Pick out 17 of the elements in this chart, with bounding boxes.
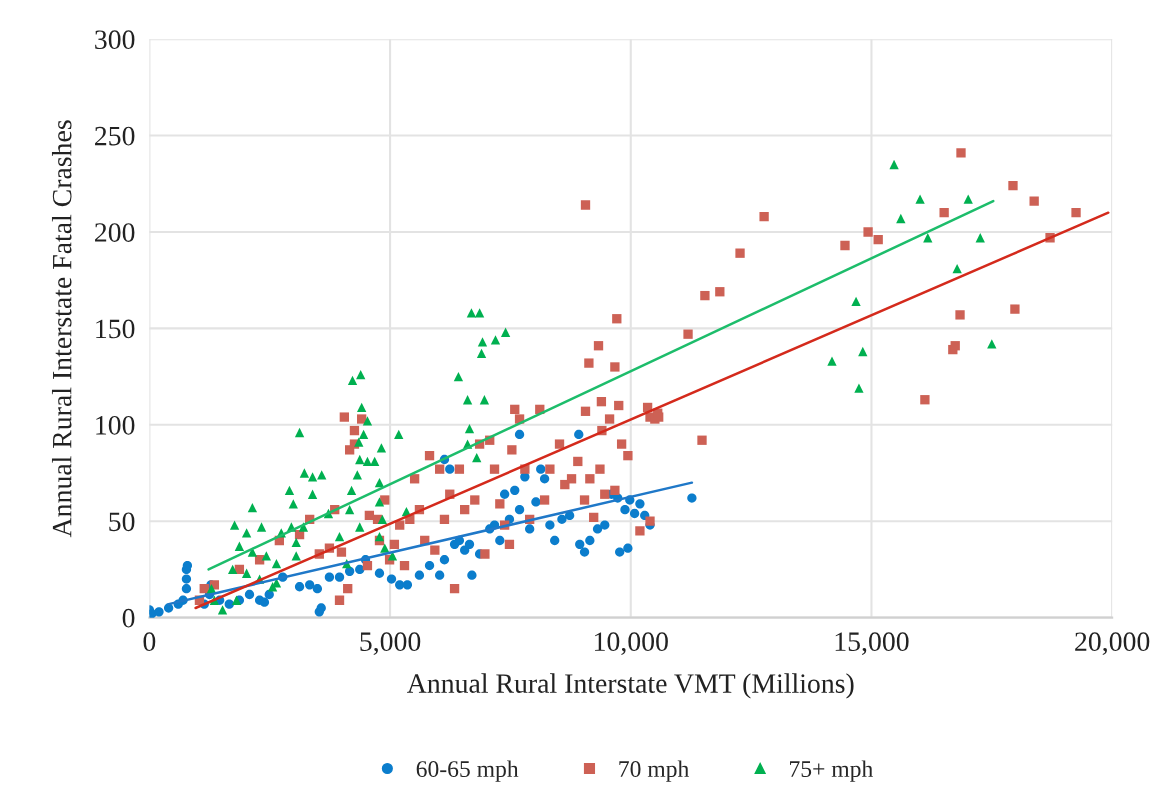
y-tick-label: 150 [96, 319, 135, 339]
legend-label: 75+ mph [790, 760, 873, 782]
legend-label: 60-65 mph [416, 760, 519, 782]
x-tick-label: 10,000 [595, 632, 668, 656]
x-tick-label: 20,000 [1075, 632, 1150, 656]
y-tick-label: 100 [96, 415, 135, 435]
x-tick-label: 0 [143, 632, 156, 652]
y-axis-title: Annual Rural Interstate Fatal Crashes [51, 120, 72, 538]
y-tick-label: 300 [95, 30, 135, 50]
legend-label: 70 mph [619, 760, 689, 782]
y-tick-label: 50 [109, 512, 135, 532]
x-axis-title: Annual Rural Interstate VMT (Millions) [407, 673, 854, 699]
x-tick-label: 15,000 [835, 632, 909, 656]
y-tick-label: 250 [95, 126, 135, 146]
x-tick-label: 5,000 [360, 632, 421, 656]
y-tick-label: 0 [122, 608, 135, 628]
y-tick-label: 200 [95, 223, 135, 242]
